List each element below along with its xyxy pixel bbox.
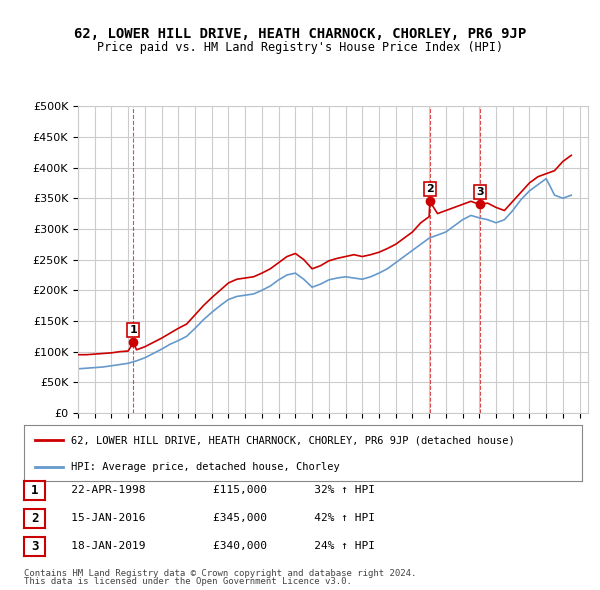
Text: 3: 3 bbox=[31, 540, 38, 553]
Text: 18-JAN-2019          £340,000       24% ↑ HPI: 18-JAN-2019 £340,000 24% ↑ HPI bbox=[51, 542, 375, 551]
Text: 1: 1 bbox=[31, 484, 38, 497]
Text: 2: 2 bbox=[426, 184, 434, 194]
Text: 15-JAN-2016          £345,000       42% ↑ HPI: 15-JAN-2016 £345,000 42% ↑ HPI bbox=[51, 513, 375, 523]
Text: 22-APR-1998          £115,000       32% ↑ HPI: 22-APR-1998 £115,000 32% ↑ HPI bbox=[51, 485, 375, 494]
Text: 1: 1 bbox=[130, 325, 137, 335]
Text: Price paid vs. HM Land Registry's House Price Index (HPI): Price paid vs. HM Land Registry's House … bbox=[97, 41, 503, 54]
Text: 3: 3 bbox=[476, 187, 484, 197]
Text: 62, LOWER HILL DRIVE, HEATH CHARNOCK, CHORLEY, PR6 9JP: 62, LOWER HILL DRIVE, HEATH CHARNOCK, CH… bbox=[74, 27, 526, 41]
Text: This data is licensed under the Open Government Licence v3.0.: This data is licensed under the Open Gov… bbox=[24, 578, 352, 586]
Text: 62, LOWER HILL DRIVE, HEATH CHARNOCK, CHORLEY, PR6 9JP (detached house): 62, LOWER HILL DRIVE, HEATH CHARNOCK, CH… bbox=[71, 435, 515, 445]
Text: Contains HM Land Registry data © Crown copyright and database right 2024.: Contains HM Land Registry data © Crown c… bbox=[24, 569, 416, 578]
Text: 2: 2 bbox=[31, 512, 38, 525]
Text: HPI: Average price, detached house, Chorley: HPI: Average price, detached house, Chor… bbox=[71, 462, 340, 472]
